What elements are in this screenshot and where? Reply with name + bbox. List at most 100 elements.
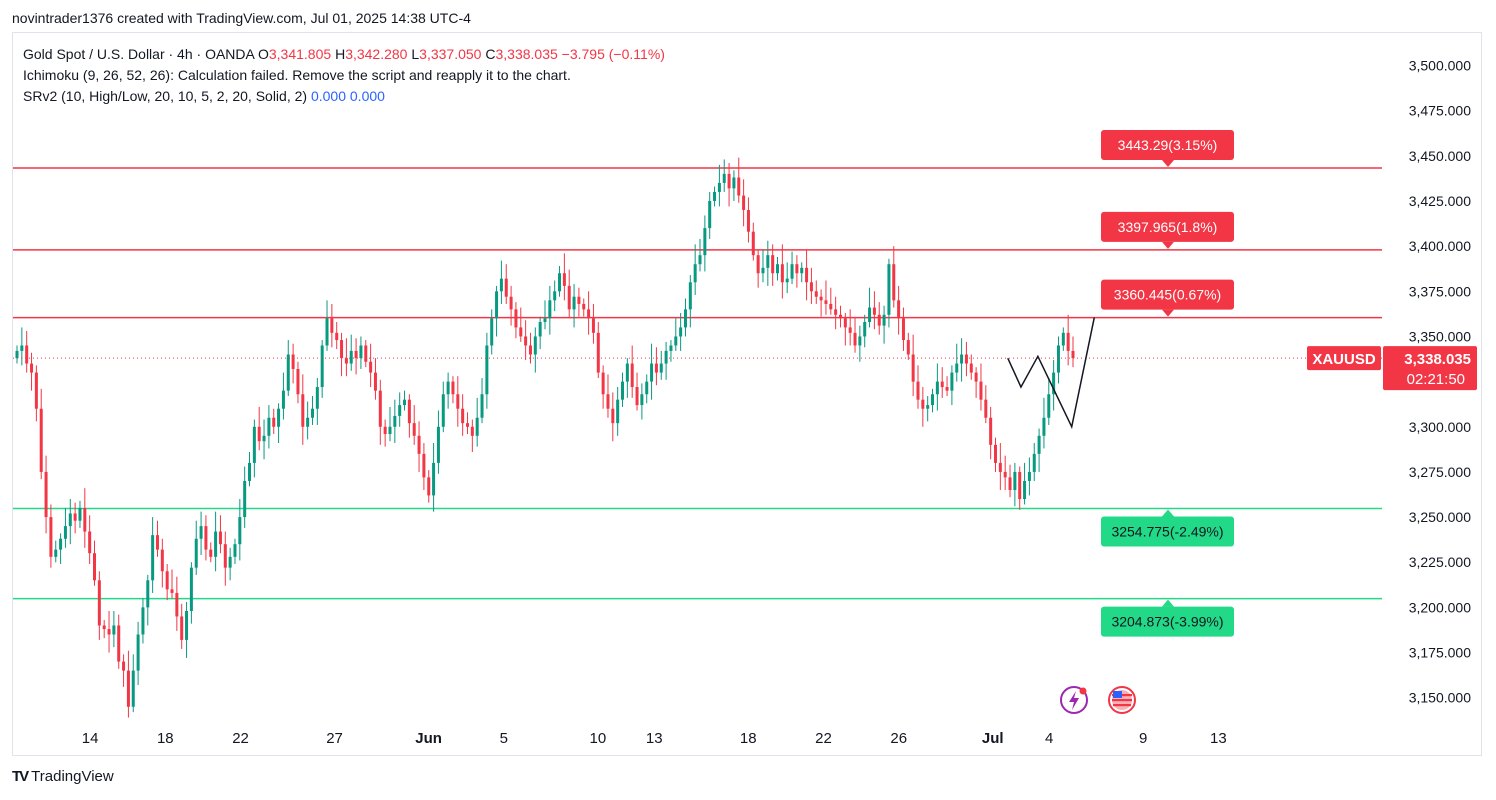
candle-body	[88, 531, 92, 554]
candle-body	[766, 255, 770, 268]
candle-body	[960, 354, 964, 364]
close-value: 3,338.035	[495, 46, 558, 62]
candle-body	[320, 345, 324, 388]
candle-body	[427, 477, 431, 496]
candle-body	[383, 426, 387, 434]
candle-body	[165, 571, 169, 590]
candle-body	[49, 517, 53, 557]
footer-brand: TradingView	[31, 768, 114, 785]
candle-body	[746, 210, 750, 232]
chart-pane[interactable]: 3443.29(3.15%) 3397.965(1.8%) 3360.445(0.6…	[12, 32, 1482, 756]
candle-body	[872, 307, 876, 315]
price-tags-layer: XAUUSD 3,338.035 02:21:50	[1307, 346, 1477, 391]
resistance-level-label: 3397.965(1.8%)	[1118, 219, 1218, 235]
candle-body	[940, 381, 944, 388]
dividend-event-icon[interactable]	[1060, 686, 1088, 714]
y-tick-label: 3,475.000	[1409, 103, 1471, 119]
candle-body	[921, 399, 925, 409]
candle-body	[432, 462, 436, 496]
y-tick-label: 3,200.000	[1409, 599, 1471, 615]
candle-body	[1023, 480, 1027, 500]
candle-body	[582, 303, 586, 310]
candle-body	[679, 327, 683, 337]
projection-layer	[13, 317, 1382, 430]
candle-body	[117, 625, 121, 662]
candle-body	[659, 363, 663, 373]
candle-body	[393, 415, 397, 427]
candle-body	[732, 177, 736, 189]
candle-body	[364, 345, 368, 362]
candle-body	[83, 508, 87, 532]
price-chart[interactable]: 3443.29(3.15%) 3397.965(1.8%) 3360.445(0.6…	[13, 33, 1481, 755]
x-tick-label: 22	[815, 730, 832, 747]
candle-body	[378, 390, 382, 427]
candle-body	[296, 368, 300, 395]
candle-body	[703, 228, 707, 256]
candle-body	[901, 318, 905, 341]
y-tick-label: 3,400.000	[1409, 238, 1471, 254]
candle-body	[698, 255, 702, 265]
candle-body	[194, 538, 198, 568]
candle-body	[155, 535, 159, 550]
y-tick-label: 3,175.000	[1409, 645, 1471, 661]
level-label-pointer	[1162, 241, 1174, 249]
resistance-level-label: 3443.29(3.15%)	[1118, 137, 1218, 153]
srv2-value-1: 0.000	[310, 88, 346, 104]
candle-body	[625, 363, 629, 382]
candle-body	[727, 173, 731, 189]
level-label-pointer	[1162, 599, 1174, 607]
candle-body	[262, 435, 266, 442]
candle-body	[945, 387, 949, 391]
candle-body	[436, 426, 440, 463]
candle-body	[606, 394, 610, 409]
candle-body	[441, 394, 445, 427]
level-label-pointer	[1162, 509, 1174, 517]
candle-body	[708, 200, 712, 229]
candle-body	[1061, 332, 1065, 346]
candle-body	[611, 408, 615, 424]
y-tick-label: 3,150.000	[1409, 690, 1471, 706]
x-tick-label: 13	[1210, 730, 1227, 747]
candle-body	[964, 354, 968, 364]
srv2-legend[interactable]: SRv2 (10, High/Low, 20, 10, 5, 2, 20, So…	[23, 88, 385, 104]
candle-body	[475, 417, 479, 436]
level-label-pointer	[1162, 159, 1174, 167]
candle-body	[640, 394, 644, 406]
open-label: O	[257, 46, 269, 62]
candle-body	[252, 426, 256, 463]
candle-body	[306, 417, 310, 427]
candle-body	[955, 363, 959, 373]
candle-body	[369, 361, 373, 373]
high-value: 3,342.280	[345, 46, 408, 62]
candle-body	[538, 322, 542, 337]
candle-body	[587, 309, 591, 319]
candle-body	[926, 405, 930, 409]
candle-body	[935, 381, 939, 395]
candle-body	[1052, 372, 1056, 395]
candle-body	[504, 278, 508, 297]
us-flag-icon[interactable]	[1108, 686, 1136, 714]
candle-body	[509, 296, 513, 310]
y-tick-label: 3,425.000	[1409, 193, 1471, 209]
candle-body	[214, 531, 218, 557]
candle-body	[1071, 350, 1075, 359]
candle-body	[974, 372, 978, 382]
ichimoku-legend[interactable]: Ichimoku (9, 26, 52, 26): Calculation fa…	[23, 67, 571, 83]
srv2-value-2: 0.000	[349, 88, 385, 104]
candle-body	[204, 526, 208, 550]
candle-body	[291, 354, 295, 369]
candle-body	[480, 394, 484, 418]
candle-body	[122, 661, 126, 671]
candle-body	[160, 549, 164, 572]
candle-body	[20, 345, 24, 351]
candle-body	[645, 381, 649, 395]
candle-body	[485, 345, 489, 395]
x-tick-label: 13	[646, 730, 663, 747]
candle-body	[354, 350, 358, 359]
projection-path[interactable]	[1007, 317, 1096, 430]
candle-body	[310, 408, 314, 418]
symbol-name[interactable]: Gold Spot / U.S. Dollar · 4h · OANDA	[23, 46, 255, 62]
candle-body	[59, 538, 63, 550]
candle-body	[751, 231, 755, 256]
candle-body	[223, 544, 227, 568]
